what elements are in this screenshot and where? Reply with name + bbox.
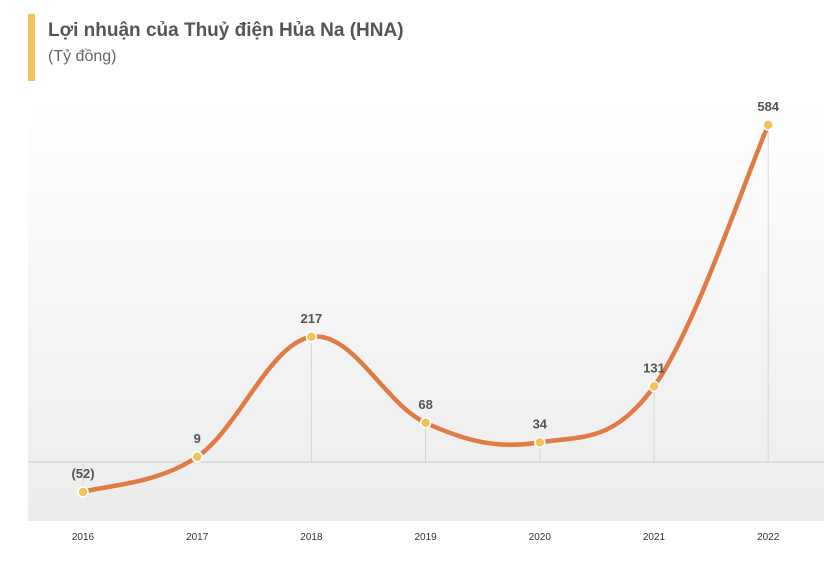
data-point-2016	[77, 486, 89, 498]
chart-title: Lợi nhuận của Thuỷ điện Hủa Na (HNA)	[48, 20, 404, 41]
data-point-2017	[191, 451, 203, 463]
value-label-2020: 34	[533, 416, 548, 431]
data-point-2021	[648, 380, 660, 393]
value-label-2017: 9	[194, 431, 201, 446]
x-tick-2021: 2021	[643, 532, 666, 543]
chart-subtitle: (Tỷ đồng)	[48, 48, 117, 65]
x-tick-2019: 2019	[414, 532, 437, 543]
data-point-2022	[762, 119, 774, 131]
x-tick-2018: 2018	[300, 532, 323, 543]
x-tick-2016: 2016	[72, 532, 95, 543]
x-tick-2017: 2017	[186, 532, 209, 543]
data-point-2019	[419, 417, 432, 429]
value-label-2021: 131	[643, 360, 665, 375]
value-label-2018: 217	[301, 311, 323, 326]
data-point-2018	[305, 331, 318, 343]
x-tick-2022: 2022	[757, 532, 780, 543]
value-label-2016: (52)	[71, 466, 94, 481]
value-label-2022: 584	[757, 99, 779, 114]
value-label-2019: 68	[418, 397, 432, 412]
x-tick-2020: 2020	[529, 532, 552, 543]
data-point-2020	[534, 436, 546, 449]
title-accent-bar	[28, 14, 35, 81]
